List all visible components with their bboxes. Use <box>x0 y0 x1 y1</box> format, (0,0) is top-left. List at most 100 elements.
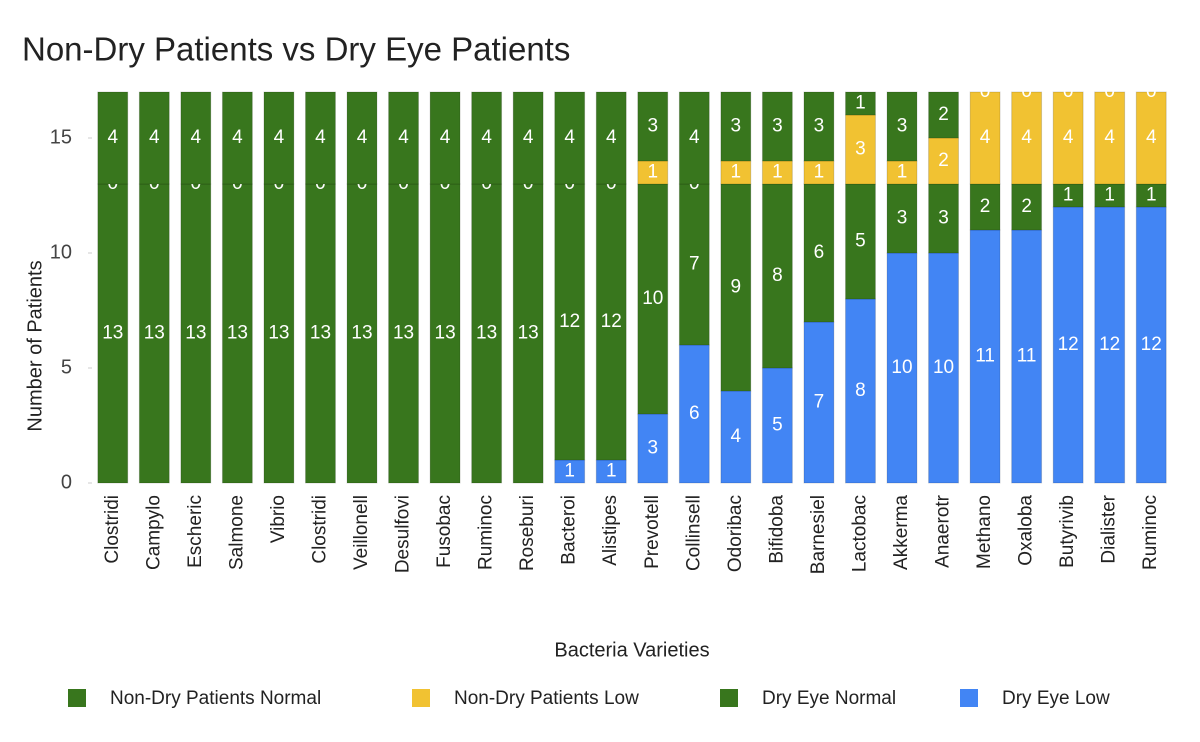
value-label: 4 <box>1104 127 1115 148</box>
value-label: 13 <box>518 323 539 344</box>
value-label: 9 <box>731 277 742 298</box>
legend-swatch <box>68 689 86 707</box>
value-label: 0 <box>980 81 991 102</box>
x-tick-label: Akkerma <box>891 495 912 570</box>
x-tick-label: Ruminoc <box>476 495 497 570</box>
value-label: 6 <box>689 403 700 424</box>
value-label: 10 <box>642 288 663 309</box>
x-tick-label: Alistipes <box>600 495 621 566</box>
value-label: 10 <box>933 357 954 378</box>
value-label: 13 <box>310 323 331 344</box>
bar-segment <box>845 91 876 116</box>
value-label: 5 <box>772 415 783 436</box>
value-label: 12 <box>601 311 622 332</box>
value-label: 4 <box>232 127 243 148</box>
value-label: 13 <box>227 323 248 344</box>
value-label: 2 <box>938 104 949 125</box>
value-label: 1 <box>564 461 575 482</box>
x-tick-label: Fusobac <box>434 495 455 568</box>
bar-segment <box>1135 91 1167 185</box>
value-label: 7 <box>689 254 700 275</box>
value-label: 4 <box>315 127 326 148</box>
x-tick-label: Salmone <box>226 495 247 570</box>
value-label: 3 <box>647 116 658 137</box>
bar-segment <box>1011 229 1043 484</box>
bar-segment <box>138 91 170 185</box>
x-tick-label: Prevotell <box>642 495 663 569</box>
value-label: 12 <box>1058 334 1079 355</box>
bar-segment <box>97 91 129 185</box>
value-label: 0 <box>1063 81 1074 102</box>
value-label: 1 <box>606 461 617 482</box>
bar-segment <box>471 183 503 484</box>
value-label: 13 <box>268 323 289 344</box>
value-label: 0 <box>1104 81 1115 102</box>
bar-segment <box>886 91 918 162</box>
legend-label: Dry Eye Normal <box>762 688 896 709</box>
bar-segment <box>969 91 1001 185</box>
x-tick-label: Odoribac <box>725 495 746 572</box>
value-label: 3 <box>855 139 866 160</box>
value-label: 4 <box>149 127 160 148</box>
x-tick-label: Lactobac <box>849 495 870 572</box>
chart-title: Non-Dry Patients vs Dry Eye Patients <box>22 31 570 68</box>
bar-segment <box>720 91 752 162</box>
value-label: 4 <box>689 127 700 148</box>
value-label: 12 <box>559 311 580 332</box>
bar-segment <box>305 91 336 185</box>
x-tick-label: Collinsell <box>683 495 704 571</box>
bar-segment <box>97 183 129 484</box>
x-tick-label: Escheric <box>185 495 206 568</box>
bar-segment <box>471 91 503 185</box>
value-label: 4 <box>440 127 451 148</box>
bar-segment <box>845 298 876 484</box>
value-label: 1 <box>1063 185 1074 206</box>
value-label: 11 <box>975 346 995 367</box>
x-tick-label: Campylo <box>143 495 164 570</box>
value-label: 4 <box>1021 127 1032 148</box>
value-label: 13 <box>102 323 123 344</box>
bar-segment <box>886 183 918 254</box>
value-label: 4 <box>980 127 991 148</box>
bar-segment <box>263 183 295 484</box>
bar-segment <box>678 183 710 346</box>
bar-segment <box>263 91 295 185</box>
x-tick-label: Dialister <box>1099 494 1120 563</box>
bar-segment <box>388 183 419 484</box>
bar-segment <box>429 91 461 185</box>
x-tick-label: Roseburi <box>517 495 538 571</box>
y-tick-label: 10 <box>50 241 72 263</box>
value-label: 3 <box>814 116 825 137</box>
bar-segment <box>761 91 793 162</box>
bar-segment <box>928 91 959 139</box>
bar-segment <box>429 183 461 484</box>
value-label: 2 <box>980 196 991 217</box>
bar-segment <box>720 183 752 392</box>
x-tick-label: Clostridi <box>309 495 330 564</box>
x-tick-label: Vibrio <box>268 495 289 543</box>
value-label: 10 <box>891 357 912 378</box>
y-tick-label: 15 <box>50 126 72 148</box>
bar-segment <box>180 91 212 185</box>
x-tick-label: Bifidoba <box>766 495 787 564</box>
legend-swatch <box>412 689 430 707</box>
value-label: 13 <box>351 323 372 344</box>
value-label: 7 <box>814 392 825 413</box>
value-label: 4 <box>564 127 575 148</box>
bar-segment <box>637 91 669 162</box>
x-tick-label: Desulfovi <box>393 495 414 573</box>
bar-segment <box>1011 91 1043 185</box>
bar-segment <box>346 91 378 185</box>
value-label: 13 <box>476 323 497 344</box>
value-label: 13 <box>393 323 414 344</box>
value-label: 1 <box>731 162 742 183</box>
value-label: 4 <box>606 127 617 148</box>
value-label: 13 <box>144 323 165 344</box>
bar-segment <box>678 344 710 484</box>
bar-segment <box>512 91 544 185</box>
bar-segment <box>969 229 1001 484</box>
value-label: 4 <box>1063 127 1074 148</box>
bar-segment <box>928 252 959 484</box>
bar-segment <box>1094 91 1126 185</box>
x-tick-label: Veillonell <box>351 495 372 570</box>
